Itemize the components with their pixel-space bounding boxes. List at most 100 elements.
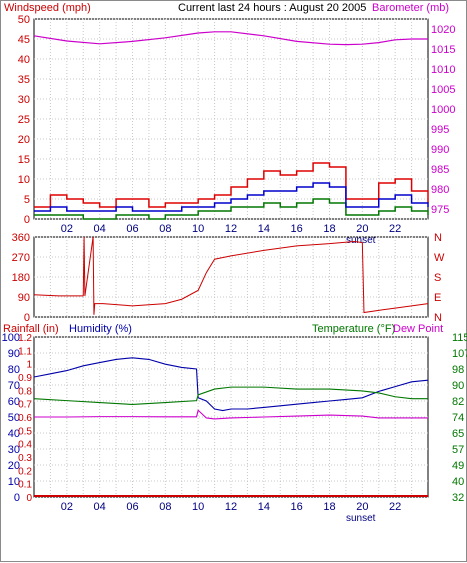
rainfall-tick-label: 0.5: [18, 426, 32, 437]
temperature-tick-label: 57: [452, 444, 464, 456]
windspeed-tick-label: 50: [18, 14, 30, 26]
x-tick-label: 20: [356, 223, 368, 235]
wind-direction-line: [33, 236, 429, 315]
x-tick-label: 06: [126, 223, 138, 235]
temperature-line: [33, 386, 428, 406]
compass-tick-label: N: [434, 232, 442, 244]
dew-point-line: [34, 409, 428, 420]
direction-tick-label: 0: [24, 312, 30, 324]
barometer-tick-label: 1020: [431, 24, 455, 36]
barometer-tick-label: 985: [431, 164, 449, 176]
rainfall-tick-label: 1.2: [18, 333, 32, 344]
barometer-tick-label: 1005: [431, 84, 455, 96]
barometer-tick-label: 1000: [431, 104, 455, 116]
rainfall-tick-label: 0.6: [18, 413, 32, 424]
x-tick-label: 12: [225, 223, 237, 235]
rainfall-tick-label: 1: [26, 360, 32, 371]
rainfall-tick-label: 0.7: [18, 400, 32, 411]
wind-low-line: [34, 198, 429, 220]
barometer-axis-label: Barometer (mb): [372, 2, 449, 14]
windspeed-tick-label: 5: [24, 194, 30, 206]
temperature-tick-label: 115: [452, 332, 467, 344]
windspeed-tick-label: 20: [18, 134, 30, 146]
wind-average-line: [34, 182, 429, 212]
humidity-tick-label: 80: [8, 364, 20, 376]
rainfall-tick-label: 0.1: [18, 480, 32, 491]
compass-tick-label: N: [434, 312, 442, 324]
sunset-label: sunset: [346, 235, 376, 246]
temperature-tick-label: 32: [452, 492, 464, 504]
x-tick-label: 04: [94, 501, 106, 513]
humidity-tick-label: 20: [8, 460, 20, 472]
temperature-tick-label: 49: [452, 460, 464, 472]
barometer-tick-label: 1010: [431, 64, 455, 76]
humidity-line: [33, 357, 429, 412]
rainfall-tick-label: 0.3: [18, 453, 32, 464]
chart-title: Current last 24 hours : August 20 2005: [178, 2, 366, 14]
compass-tick-label: S: [434, 272, 441, 284]
x-tick-label: 02: [61, 501, 73, 513]
temperature-tick-label: 90: [452, 380, 464, 392]
rainfall-tick-label: 0.4: [18, 440, 32, 451]
temperature-tick-label: 74: [452, 412, 464, 424]
x-tick-label: 04: [94, 223, 106, 235]
x-tick-label: 16: [291, 501, 303, 513]
barometer-tick-label: 1015: [431, 44, 455, 56]
temperature-tick-label: 107: [452, 348, 467, 360]
humidity-tick-label: 40: [8, 428, 20, 440]
x-tick-label: 10: [192, 501, 204, 513]
x-tick-label: 14: [258, 223, 270, 235]
humidity-axis-label: Humidity (%): [69, 323, 132, 335]
dew-point-label: Dew Point: [393, 323, 443, 335]
direction-tick-label: 180: [12, 272, 30, 284]
windspeed-tick-label: 30: [18, 94, 30, 106]
rainfall-tick-label: 0.8: [18, 386, 32, 397]
barometer-tick-label: 980: [431, 184, 449, 196]
humidity-tick-label: 30: [8, 444, 20, 456]
x-tick-label: 18: [323, 223, 335, 235]
humidity-tick-label: 50: [8, 412, 20, 424]
humidity-tick-label: 100: [2, 332, 20, 344]
barometer-line: [33, 31, 428, 46]
x-tick-label: 22: [389, 223, 401, 235]
windspeed-tick-label: 15: [18, 154, 30, 166]
rainfall-axis-label: Rainfall (in): [3, 323, 59, 335]
compass-tick-label: W: [434, 252, 445, 264]
humidity-tick-label: 60: [8, 396, 20, 408]
temperature-tick-label: 40: [452, 476, 464, 488]
compass-tick-label: E: [434, 292, 441, 304]
barometer-tick-label: 975: [431, 204, 449, 216]
temperature-axis-label: Temperature (°F): [312, 323, 395, 335]
temperature-tick-label: 65: [452, 428, 464, 440]
windspeed-tick-label: 10: [18, 174, 30, 186]
x-tick-label: 08: [159, 223, 171, 235]
direction-tick-label: 90: [18, 292, 30, 304]
temperature-tick-label: 98: [452, 364, 464, 376]
x-tick-label: 22: [389, 501, 401, 513]
windspeed-tick-label: 40: [18, 54, 30, 66]
windspeed-axis-label: Windspeed (mph): [4, 2, 91, 14]
rainfall-tick-label: 0.2: [18, 466, 32, 477]
x-tick-label: 12: [225, 501, 237, 513]
x-tick-label: 08: [159, 501, 171, 513]
humidity-tick-label: 90: [8, 348, 20, 360]
windspeed-tick-label: 35: [18, 74, 30, 86]
rainfall-tick-label: 0.9: [18, 373, 32, 384]
direction-tick-label: 270: [12, 252, 30, 264]
temperature-tick-label: 82: [452, 396, 464, 408]
windspeed-tick-label: 0: [24, 214, 30, 226]
rainfall-tick-label: 1.1: [18, 346, 32, 357]
x-tick-label: 14: [258, 501, 270, 513]
windspeed-tick-label: 45: [18, 34, 30, 46]
x-tick-label: 18: [323, 501, 335, 513]
humidity-tick-label: 70: [8, 380, 20, 392]
x-tick-label: 02: [61, 223, 73, 235]
barometer-tick-label: 995: [431, 124, 449, 136]
humidity-tick-label: 0: [14, 492, 20, 504]
x-tick-label: 06: [126, 501, 138, 513]
wind-gust-line: [34, 162, 429, 208]
rainfall-tick-label: 0: [26, 493, 32, 504]
x-tick-label: 20: [356, 501, 368, 513]
